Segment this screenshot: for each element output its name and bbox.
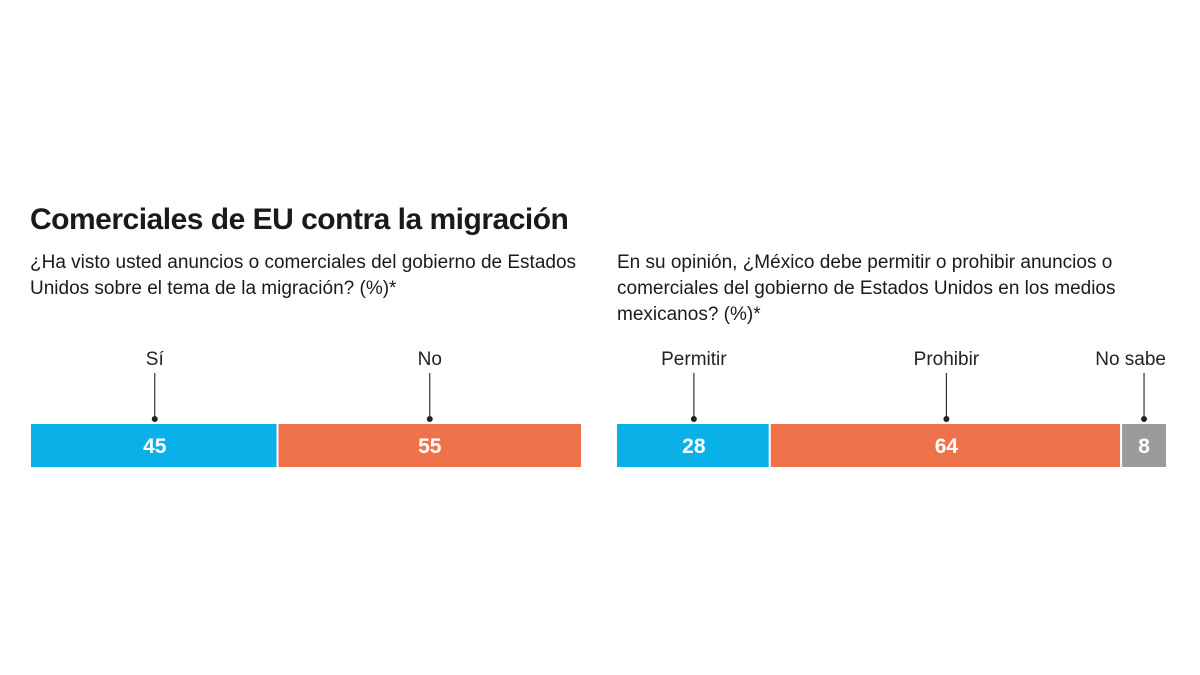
chart1-no-bar: [278, 424, 581, 467]
chart1-si-label: Sí: [146, 349, 165, 370]
chart2-prohibir-value: 64: [935, 435, 959, 458]
chart2-prohibir-bar: [770, 424, 1121, 467]
chart2-permitir-leader-dot: [690, 416, 697, 422]
question-right: En su opinión, ¿México debe permitir o p…: [617, 252, 1116, 325]
chart2-no-sabe-leader-dot: [1141, 416, 1148, 422]
chart2-prohibir-leader-dot: [943, 416, 950, 422]
chart1-si-leader-dot: [151, 416, 158, 422]
chart1-no-leader-dot: [426, 416, 433, 422]
chart2-no-sabe-bar: [1122, 424, 1166, 467]
chart1-no-value: 55: [418, 435, 442, 458]
chart-title: Comerciales de EU contra la migración: [30, 203, 569, 236]
chart2-no-sabe-label: No sabe: [1095, 349, 1166, 370]
chart1-si-bar: [31, 424, 277, 467]
chart2-permitir-value: 28: [682, 435, 706, 458]
chart1-no-label: No: [418, 349, 442, 370]
chart2-permitir-label: Permitir: [661, 349, 727, 370]
chart1-si-value: 45: [143, 435, 167, 458]
question-left: ¿Ha visto usted anuncios o comerciales d…: [30, 252, 577, 299]
chart2-prohibir-label: Prohibir: [914, 349, 980, 370]
chart2-no-sabe-value: 8: [1138, 435, 1150, 458]
chart2-permitir-bar: [617, 424, 769, 467]
